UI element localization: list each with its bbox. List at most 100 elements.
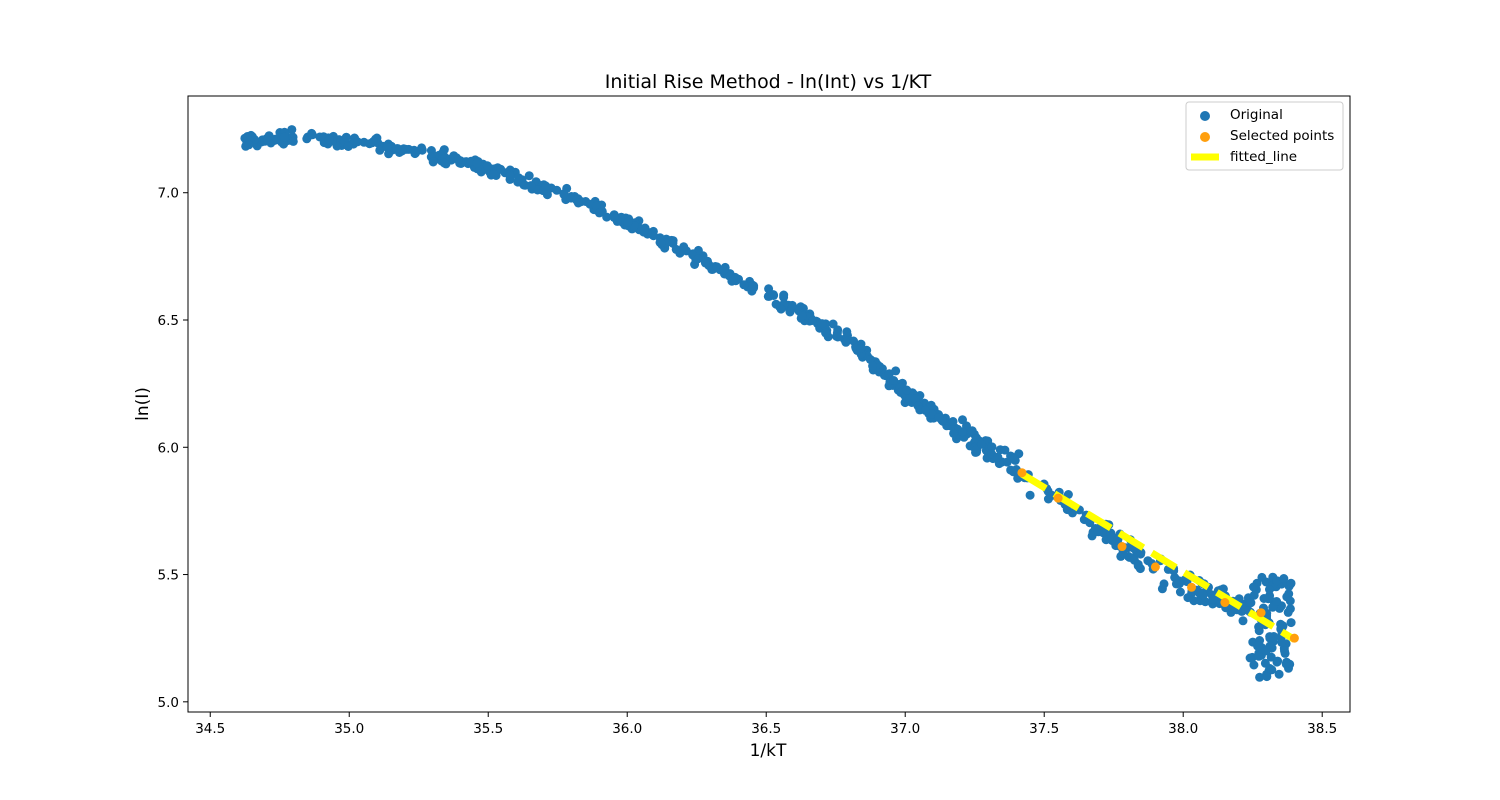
original-point <box>526 181 536 191</box>
original-point <box>307 130 317 140</box>
original-point <box>1136 548 1146 557</box>
x-axis-label: 1/kT <box>750 741 787 761</box>
original-point <box>1009 454 1019 464</box>
original-point <box>967 426 977 436</box>
original-point <box>1259 594 1269 603</box>
y-axis-label: ln(I) <box>133 387 153 421</box>
original-point <box>889 376 899 385</box>
x-tick-label: 38.5 <box>1307 721 1337 737</box>
x-axis: 34.5 35.0 35.5 36.0 36.5 37.0 37.5 38.0 38.5 <box>195 712 1337 737</box>
original-point <box>1280 646 1289 656</box>
original-point <box>934 413 944 422</box>
original-point <box>1277 637 1287 647</box>
original-point <box>1267 665 1277 675</box>
original-point <box>1261 646 1271 656</box>
original-point <box>524 171 534 181</box>
original-point <box>1000 445 1010 455</box>
original-point <box>832 328 842 338</box>
legend-fitted-line-label: fitted_line <box>1230 149 1297 165</box>
original-point <box>1285 596 1295 606</box>
original-point <box>700 258 710 268</box>
y-tick-label: 6.0 <box>158 440 179 456</box>
original-point <box>472 158 482 168</box>
original-point <box>1093 527 1103 537</box>
original-point <box>1171 579 1181 589</box>
original-point <box>1255 672 1265 682</box>
original-point <box>1257 572 1267 582</box>
original-point <box>392 144 402 154</box>
original-point <box>1043 494 1053 504</box>
original-point <box>1133 559 1143 569</box>
original-point <box>1183 593 1193 603</box>
selected-points-series <box>1017 468 1299 643</box>
legend: Original Selected points fitted_line <box>1185 101 1344 171</box>
original-point <box>1260 658 1270 668</box>
original-point <box>623 217 633 227</box>
original-point <box>244 140 254 150</box>
y-tick-label: 5.0 <box>158 695 179 711</box>
x-tick-label: 34.5 <box>195 721 225 737</box>
original-point <box>1279 574 1289 583</box>
original-point <box>958 427 967 437</box>
x-tick-label: 37.5 <box>1029 721 1059 737</box>
original-point <box>971 434 981 444</box>
original-point <box>263 135 273 145</box>
legend-selected-marker <box>1200 132 1210 142</box>
original-point <box>482 161 492 171</box>
original-point <box>768 290 778 300</box>
original-point <box>719 265 729 275</box>
original-point <box>746 281 756 291</box>
original-point <box>993 452 1003 462</box>
fitted-line-series <box>1020 471 1297 643</box>
original-point <box>1254 651 1264 661</box>
y-tick-label: 6.5 <box>158 313 179 329</box>
original-point <box>428 157 438 167</box>
original-point <box>727 276 737 286</box>
original-point <box>1281 659 1291 669</box>
original-point <box>609 212 619 222</box>
original-point <box>343 142 353 151</box>
original-point <box>1159 579 1169 589</box>
original-series <box>240 125 1296 682</box>
selected-point <box>1220 598 1230 608</box>
original-point <box>910 394 920 404</box>
original-point <box>453 155 463 165</box>
original-point <box>1175 587 1185 597</box>
original-point <box>977 439 987 449</box>
selected-point <box>1289 633 1299 643</box>
x-tick-label: 35.0 <box>334 721 364 737</box>
original-point <box>375 145 385 155</box>
original-point <box>353 137 362 147</box>
original-point <box>639 226 649 236</box>
original-point <box>1286 578 1296 588</box>
original-point <box>739 280 749 290</box>
original-point <box>489 169 499 179</box>
legend-original-marker <box>1200 111 1210 121</box>
selected-point <box>1187 582 1197 592</box>
original-point <box>279 139 289 149</box>
original-point <box>1207 590 1217 600</box>
original-point <box>288 136 298 146</box>
original-point <box>1025 490 1035 500</box>
original-point <box>797 311 807 321</box>
original-point <box>1249 660 1259 670</box>
original-point <box>1246 598 1256 608</box>
original-point <box>1249 590 1259 600</box>
selected-point <box>1053 493 1063 503</box>
selected-point <box>1017 468 1027 478</box>
original-point <box>552 185 562 195</box>
original-point <box>1068 508 1077 518</box>
original-point <box>324 135 334 145</box>
plot-frame <box>187 95 1351 713</box>
original-point <box>675 248 685 258</box>
original-point <box>417 143 427 153</box>
original-point <box>368 137 378 147</box>
original-point <box>1272 597 1282 606</box>
original-point <box>1254 622 1264 632</box>
original-point <box>891 366 901 376</box>
original-point <box>496 164 506 174</box>
original-point <box>987 442 997 452</box>
original-point <box>559 190 569 199</box>
original-point <box>287 125 297 135</box>
